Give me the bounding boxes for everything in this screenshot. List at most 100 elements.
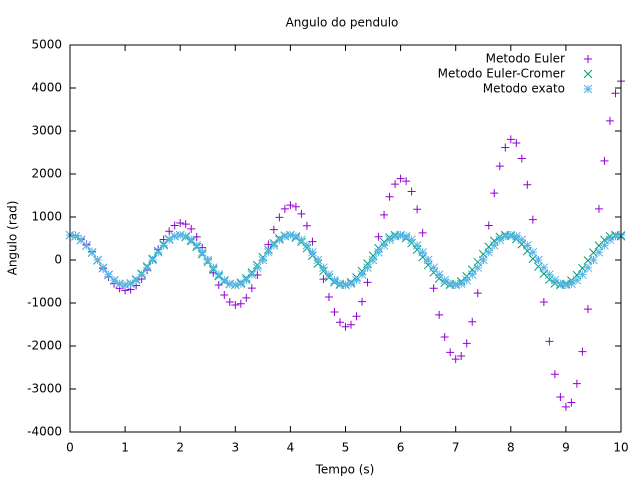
y-tick-label: -4000 [27, 425, 62, 439]
point [523, 180, 532, 189]
point [186, 235, 196, 245]
point [561, 402, 570, 411]
point [501, 143, 510, 152]
x-tick-label: 8 [507, 441, 515, 455]
point [291, 231, 301, 241]
legend-marker [584, 55, 592, 63]
x-axis-label: Tempo (s) [315, 463, 375, 477]
point [528, 247, 538, 257]
point [418, 247, 427, 257]
point [578, 347, 587, 356]
point [131, 275, 141, 285]
plot-area [65, 77, 626, 411]
point [269, 225, 278, 234]
point [550, 370, 559, 379]
point [478, 255, 488, 265]
point [275, 213, 284, 222]
point [611, 89, 620, 98]
x-tick-label: 0 [66, 441, 74, 455]
point [434, 270, 444, 280]
point [330, 307, 339, 316]
point [98, 263, 108, 273]
point [440, 333, 449, 342]
point [589, 255, 598, 265]
point [104, 270, 113, 280]
point [539, 263, 549, 273]
point [230, 280, 240, 290]
legend-marker [583, 69, 593, 79]
x-tick-label: 4 [287, 441, 295, 455]
series [65, 230, 626, 290]
point [605, 235, 615, 245]
point [308, 237, 317, 246]
point [286, 230, 295, 240]
point [368, 255, 378, 265]
point [208, 263, 218, 273]
point [225, 298, 234, 307]
legend-label: Metodo Euler-Cromer [438, 67, 565, 81]
point [484, 247, 494, 257]
point [407, 235, 416, 245]
x-tick-label: 6 [397, 441, 405, 455]
point [153, 247, 163, 257]
point [352, 312, 361, 321]
point [484, 221, 493, 230]
point [528, 254, 538, 264]
point [556, 279, 565, 289]
x-tick-label: 1 [121, 441, 129, 455]
point [341, 322, 350, 331]
x-tick-label: 10 [613, 441, 628, 455]
point [468, 317, 477, 326]
point [545, 337, 554, 346]
point [197, 247, 207, 257]
x-tick-label: 9 [562, 441, 570, 455]
point [214, 280, 223, 289]
point [489, 236, 499, 246]
point [175, 230, 185, 240]
point [528, 215, 537, 224]
point [181, 220, 190, 229]
x-tick-label: 2 [176, 441, 184, 455]
point [539, 297, 548, 306]
point [363, 278, 372, 287]
point [423, 255, 433, 265]
point [87, 247, 97, 257]
point [500, 231, 510, 241]
point [517, 235, 527, 245]
point [247, 284, 256, 293]
point [567, 398, 576, 407]
point [297, 209, 306, 218]
point [170, 231, 180, 241]
point [533, 262, 543, 271]
point [231, 301, 240, 310]
point [192, 240, 202, 250]
point [451, 280, 461, 290]
point [280, 231, 290, 241]
point [297, 235, 306, 245]
chart-title: Angulo do pendulo [286, 16, 399, 30]
point [286, 201, 295, 210]
x-tick-label: 3 [231, 441, 239, 455]
y-tick-label: 0 [54, 253, 62, 267]
point [495, 162, 504, 171]
point [385, 192, 394, 201]
point [368, 251, 378, 261]
legend-label: Metodo exato [483, 82, 565, 96]
point [214, 270, 224, 280]
point [170, 221, 179, 230]
point [379, 240, 389, 250]
point [451, 355, 460, 364]
point [335, 318, 344, 327]
point [148, 255, 158, 265]
point [467, 270, 477, 280]
point [396, 230, 405, 240]
point [374, 247, 383, 257]
point [269, 240, 279, 250]
point [76, 235, 86, 245]
point [126, 279, 135, 289]
point [335, 279, 345, 289]
point [583, 263, 593, 273]
point [600, 156, 609, 165]
point [187, 224, 196, 233]
